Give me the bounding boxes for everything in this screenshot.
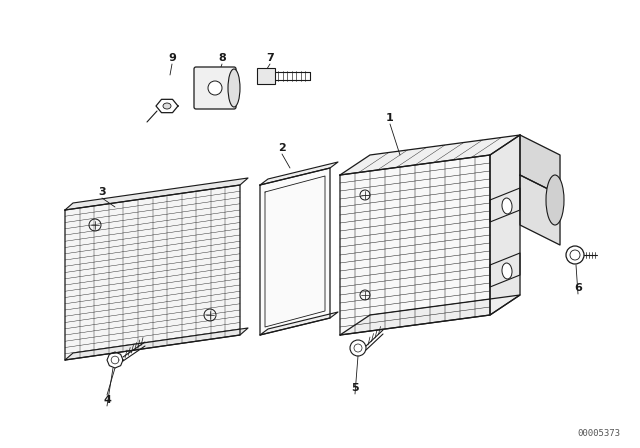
Polygon shape — [520, 135, 560, 195]
Polygon shape — [260, 162, 338, 185]
Text: 6: 6 — [574, 283, 582, 293]
Text: 5: 5 — [351, 383, 359, 393]
Polygon shape — [340, 135, 520, 175]
Ellipse shape — [546, 175, 564, 225]
Ellipse shape — [502, 263, 512, 279]
Text: 1: 1 — [386, 113, 394, 123]
Bar — [257, 68, 275, 84]
Ellipse shape — [163, 103, 171, 109]
Polygon shape — [490, 135, 520, 315]
Text: 3: 3 — [98, 187, 106, 197]
Text: 00005373: 00005373 — [577, 429, 620, 438]
Text: 8: 8 — [218, 53, 226, 63]
FancyBboxPatch shape — [194, 67, 236, 109]
Text: 4: 4 — [103, 395, 111, 405]
Polygon shape — [260, 168, 330, 335]
Ellipse shape — [502, 198, 512, 214]
Polygon shape — [520, 175, 560, 245]
Polygon shape — [65, 185, 240, 360]
Polygon shape — [260, 312, 338, 335]
Polygon shape — [340, 155, 490, 335]
Text: 9: 9 — [168, 53, 176, 63]
Polygon shape — [65, 328, 248, 360]
Polygon shape — [65, 178, 248, 210]
Ellipse shape — [208, 81, 222, 95]
Text: 2: 2 — [278, 143, 286, 153]
Polygon shape — [340, 295, 520, 335]
Text: 7: 7 — [266, 53, 274, 63]
Ellipse shape — [228, 69, 240, 107]
